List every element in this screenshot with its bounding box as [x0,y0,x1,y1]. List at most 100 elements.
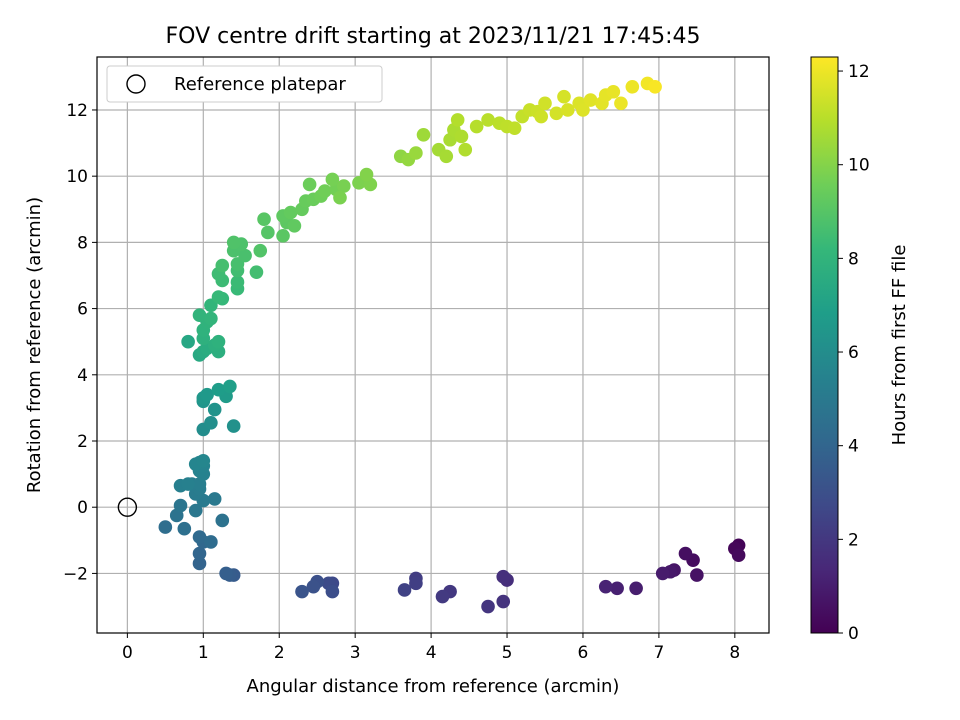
data-point [325,172,340,187]
y-tick-label: 6 [77,300,88,320]
data-point [359,167,374,182]
data-point [211,382,226,397]
x-tick-label: 8 [729,643,740,663]
data-point [614,96,628,111]
data-point [469,119,484,134]
data-point [306,579,321,594]
data-point [549,106,564,121]
data-point [215,258,230,273]
data-point [333,190,347,205]
data-point [625,79,640,94]
reference-platepar-marker [117,497,138,517]
data-point [538,96,552,111]
data-point [192,556,207,571]
data-point [230,275,245,289]
y-tick-label: 10 [66,167,88,187]
data-point [207,492,222,506]
data-point [496,569,511,584]
data-point [200,387,214,402]
data-point [219,566,233,581]
data-point [481,113,495,127]
data-point [204,415,218,430]
legend-marker [126,74,146,94]
data-point [454,129,469,144]
data-point [215,513,230,528]
data-point [249,265,264,279]
data-point [287,219,302,233]
x-axis-ticks: 0 1 2 3 4 5 6 7 8 [122,633,740,663]
legend-label: Reference platepar [174,74,346,95]
colorbar-tick-label: 12 [848,62,870,82]
data-point [204,311,218,326]
colorbar-tick-label: 8 [848,249,859,269]
data-point [181,334,195,349]
data-point [226,419,241,433]
data-point [317,184,332,198]
data-point [196,454,211,468]
colorbar-tick-label: 0 [848,624,859,644]
data-point [435,589,450,604]
data-point [610,581,624,596]
data-point [158,520,173,534]
data-point [678,546,693,561]
y-tick-label: 2 [77,432,88,452]
data-point [496,594,511,609]
data-point [583,93,598,107]
data-point [534,109,549,124]
y-tick-label: 8 [77,233,88,253]
data-point [397,583,412,597]
data-point [238,248,252,263]
data-point [629,581,643,596]
x-tick-label: 3 [350,643,361,663]
x-tick-label: 4 [426,643,437,663]
data-point [276,228,290,243]
data-point [188,503,203,518]
chart-title: FOV centre drift starting at 2023/11/21 … [166,24,701,49]
data-point [207,402,222,417]
x-tick-label: 7 [653,643,664,663]
plot-frame [96,56,770,634]
data-point [576,103,590,117]
data-point [283,205,298,220]
data-point [192,530,207,544]
data-point [181,477,195,491]
x-tick-label: 2 [274,643,285,663]
data-point [409,146,423,160]
y-tick-label: 12 [66,101,88,121]
data-point [295,584,309,599]
data-point [690,568,704,582]
x-tick-label: 1 [198,643,209,663]
data-point [557,89,571,104]
data-point [560,103,575,117]
y-tick-label: 0 [77,498,88,518]
data-point [173,498,188,513]
colorbar-ticks: 0 2 4 6 8 10 12 [838,62,870,644]
legend: Reference platepar [106,65,383,103]
data-point [211,334,226,349]
data-point [507,121,522,135]
data-point [204,535,218,549]
x-axis-label: Angular distance from reference (arcmin) [247,676,620,697]
data-point [177,521,192,536]
data-point [458,142,473,157]
y-tick-label: 4 [77,366,88,386]
data-point [481,599,495,614]
colorbar: 0 2 4 6 8 10 12 Hours from first FF file [810,56,910,644]
data-point [223,379,237,394]
data-point [648,79,662,94]
colorbar-tick-label: 10 [848,156,870,176]
colorbar-tick-label: 4 [848,437,859,457]
data-point [261,225,275,240]
data-point [439,149,454,164]
y-tick-label: −2 [63,564,88,584]
data-point [450,113,465,127]
y-axis-ticks: −2 0 2 4 6 8 10 12 [63,101,97,584]
data-point [409,576,423,591]
data-point [192,308,207,323]
data-point [211,290,226,304]
data-point [731,548,746,563]
data-point [257,212,271,227]
y-axis-label: Rotation from reference (arcmin) [24,197,45,493]
grid-lines [97,57,769,633]
